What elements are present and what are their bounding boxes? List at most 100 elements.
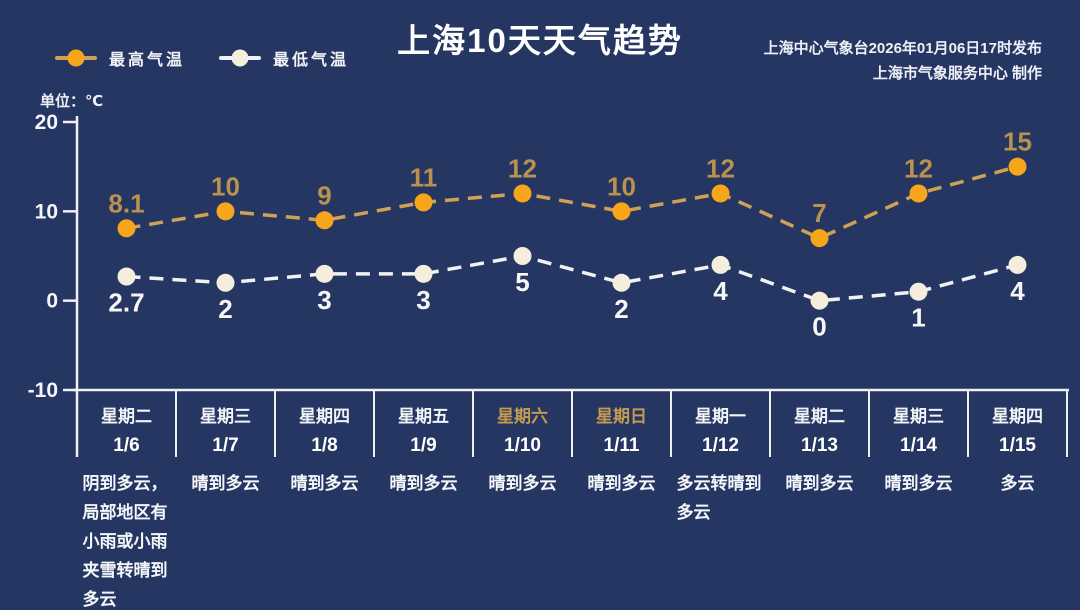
weather-description: 晴到多云	[587, 474, 656, 493]
date-label: 1/8	[311, 435, 338, 456]
weather-description: 晴到多云	[785, 474, 854, 493]
low-temp-value-label: 2.7	[108, 288, 144, 318]
high-temp-value-label: 10	[211, 171, 240, 201]
day-column: 星期四 1/8 晴到多云	[275, 397, 374, 610]
weather-description: 晴到多云	[884, 474, 953, 493]
low-temp-value-label: 3	[416, 285, 430, 315]
weather-description: 晴到多云	[191, 474, 260, 493]
weekday-label: 星期一	[695, 407, 746, 426]
low-temp-value-label: 5	[515, 267, 529, 297]
low-temp-point	[216, 273, 235, 292]
low-temp-value-label: 3	[317, 285, 331, 315]
legend: 最高气温 最低气温	[55, 46, 349, 70]
source-line1: 上海中心气象台2026年01月06日17时发布	[763, 40, 1042, 57]
high-temp-value-label: 11	[410, 162, 438, 192]
low-temp-point	[414, 264, 433, 283]
high-temp-point	[612, 202, 631, 221]
low-temp-line	[126, 254, 1018, 303]
high-temp-value-label: 10	[607, 171, 636, 201]
legend-item-high-temp: 最高气温	[55, 46, 185, 70]
high-temp-point	[1008, 157, 1027, 176]
source-info: 上海中心气象台2026年01月06日17时发布 上海市气象服务中心 制作	[764, 36, 1042, 86]
date-label: 1/13	[801, 435, 838, 456]
day-column: 星期五 1/9 晴到多云	[374, 397, 473, 610]
low-temp-legend-marker-icon	[219, 49, 262, 67]
unit-label: 单位：℃	[40, 93, 104, 110]
high-temp-line	[126, 164, 1018, 241]
high-temp-value-label: 12	[904, 153, 933, 183]
weather-description: 多云转晴到多云	[676, 474, 762, 522]
weekday-label: 星期二	[794, 407, 845, 426]
weekday-label: 星期六	[497, 407, 548, 426]
low-temp-value-label: 1	[911, 303, 925, 333]
weather-description: 阴到多云，局部地区有小雨或小雨夹雪转晴到多云	[82, 474, 168, 609]
weather-description: 多云	[1000, 474, 1035, 493]
weekday-label: 星期四	[299, 407, 350, 426]
low-temp-value-label: 4	[713, 276, 728, 306]
legend-item-low-temp: 最低气温	[219, 46, 349, 70]
day-column: 星期二 1/6 阴到多云，局部地区有小雨或小雨夹雪转晴到多云	[77, 397, 176, 610]
high-temp-value-label: 7	[812, 198, 826, 228]
weather-description: 晴到多云	[290, 474, 359, 493]
high-temp-point	[315, 211, 334, 230]
low-temp-point	[513, 247, 532, 265]
weather-description: 晴到多云	[488, 474, 557, 493]
low-temp-point	[1008, 255, 1027, 274]
high-temp-value-label: 8.1	[108, 188, 144, 218]
low-temp-point	[810, 291, 829, 310]
legend-label-low-temp: 最低气温	[273, 52, 350, 69]
day-column: 星期三 1/14 晴到多云	[869, 397, 968, 610]
high-temp-point	[810, 229, 829, 248]
y-axis-tick-label: 10	[35, 200, 58, 223]
weekday-label: 星期二	[101, 407, 152, 426]
weekday-label: 星期三	[200, 407, 251, 426]
weekday-label: 星期五	[398, 407, 449, 426]
low-temp-point	[315, 264, 334, 283]
low-temp-point	[711, 255, 730, 274]
high-temp-point	[909, 184, 928, 203]
low-temp-point	[909, 282, 928, 301]
source-line2: 上海市气象服务中心 制作	[872, 65, 1042, 82]
date-label: 1/15	[999, 435, 1036, 456]
date-label: 1/14	[900, 435, 937, 456]
date-label: 1/6	[113, 435, 140, 456]
weekday-label: 星期日	[596, 407, 647, 426]
high-temp-value-label: 12	[706, 153, 735, 183]
date-label: 1/11	[603, 435, 640, 456]
day-column: 星期二 1/13 晴到多云	[770, 397, 869, 610]
weekday-label: 星期四	[992, 407, 1043, 426]
low-temp-value-label: 0	[812, 312, 826, 342]
page-title: 上海10天天气趋势	[397, 22, 683, 59]
y-axis-tick-label: 20	[35, 111, 58, 134]
weekday-label: 星期三	[893, 407, 944, 426]
low-temp-value-label: 2	[614, 294, 628, 324]
high-temp-value-label: 12	[508, 153, 537, 183]
day-column: 星期四 1/15 多云	[968, 397, 1067, 610]
day-column: 星期六 1/10 晴到多云	[473, 397, 572, 610]
low-temp-value-label: 4	[1010, 276, 1025, 306]
day-table: 星期二 1/6 阴到多云，局部地区有小雨或小雨夹雪转晴到多云 星期三 1/7 晴到多云 星期…	[77, 397, 1067, 610]
high-temp-point	[711, 184, 730, 203]
weather-description: 晴到多云	[389, 474, 458, 493]
day-column: 星期日 1/11 晴到多云	[572, 397, 671, 610]
low-temp-value-label: 2	[218, 294, 232, 324]
day-column: 星期三 1/7 晴到多云	[176, 397, 275, 610]
high-temp-value-label: 15	[1003, 127, 1032, 157]
date-label: 1/10	[504, 435, 541, 456]
high-temp-legend-marker-icon	[55, 49, 97, 67]
high-temp-point	[414, 193, 433, 212]
high-temp-point	[216, 202, 235, 221]
y-axis-tick-label: -10	[28, 379, 58, 402]
low-temp-point	[117, 267, 136, 286]
day-column: 星期一 1/12 多云转晴到多云	[671, 397, 770, 610]
date-label: 1/12	[702, 435, 739, 456]
high-temp-point	[513, 184, 532, 203]
high-temp-value-label: 9	[317, 180, 331, 210]
date-label: 1/7	[212, 435, 239, 456]
y-axis-tick-label: 0	[46, 290, 58, 313]
high-temp-point	[117, 219, 136, 238]
low-temp-point	[612, 273, 631, 292]
legend-label-high-temp: 最高气温	[109, 52, 186, 69]
